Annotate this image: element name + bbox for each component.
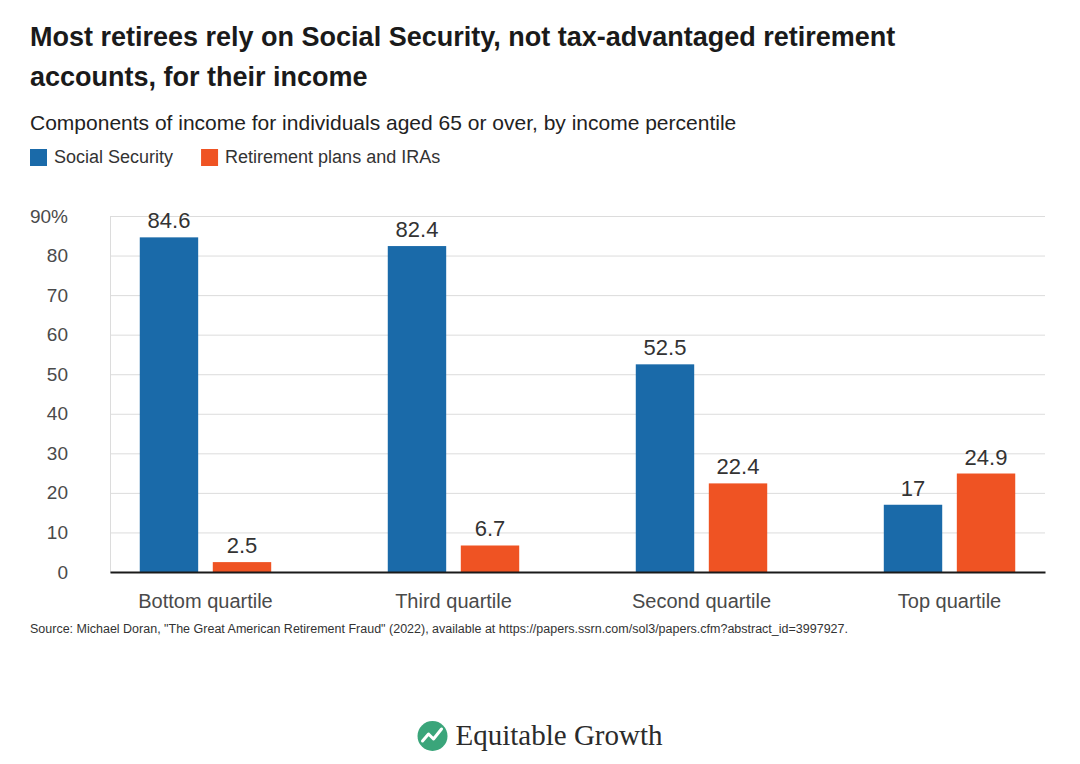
x-tick-label: Top quartile	[898, 590, 1001, 612]
x-tick: Top quartile	[898, 590, 1001, 612]
bar	[388, 246, 446, 572]
grid-line	[110, 256, 1045, 257]
branding: Equitable Growth	[418, 719, 663, 751]
logo-icon-line	[423, 729, 442, 741]
y-tick-label: 20	[47, 482, 68, 503]
bar	[461, 545, 519, 572]
x-axis-line	[111, 572, 1046, 574]
legend-label: Retirement plans and IRAs	[225, 147, 440, 167]
x-tick: Bottom quartile	[138, 590, 273, 612]
y-axis: 0 10 20 30 40 50 60 70 80 90%	[30, 206, 1045, 583]
source: Source: Michael Doran, "The Great Americ…	[30, 622, 848, 636]
y-tick-label: 70	[47, 285, 68, 306]
bar	[636, 364, 694, 572]
bar	[213, 562, 271, 572]
data-label: 2.5	[227, 533, 258, 558]
grid-line	[110, 335, 1045, 336]
title: accounts, for their income	[30, 62, 368, 92]
logo-icon	[418, 721, 448, 751]
title: Most retirees rely on Social Security, n…	[30, 22, 895, 52]
data-label: 84.6	[148, 208, 191, 233]
grid-line	[110, 374, 1045, 375]
x-axis: Bottom quartile Third quartile Second quar…	[111, 573, 1046, 613]
bar	[140, 237, 198, 572]
bar	[884, 505, 942, 572]
data-label: 52.5	[644, 335, 687, 360]
data-label: 22.4	[717, 454, 760, 479]
y-tick-label: 30	[47, 443, 68, 464]
bar	[957, 474, 1015, 572]
y-tick-label: 90%	[30, 206, 68, 227]
y-tick-label: 80	[47, 245, 68, 266]
y-tick-label: 40	[47, 403, 68, 424]
legend-label: Social Security	[54, 147, 173, 167]
x-tick: Second quartile	[632, 590, 771, 612]
x-tick-label: Bottom quartile	[138, 590, 273, 612]
grid-line	[110, 295, 1045, 296]
x-tick-label: Third quartile	[395, 590, 512, 612]
y-axis-line	[110, 217, 111, 573]
bar	[709, 483, 767, 572]
chart-svg: Most retirees rely on Social Security, n…	[0, 0, 1080, 764]
data-label: 82.4	[396, 217, 439, 242]
branding-text: Equitable Growth	[456, 719, 663, 751]
y-tick-label: 50	[47, 364, 68, 385]
y-tick-label: 60	[47, 324, 68, 345]
grid-line	[110, 414, 1045, 415]
y-tick-label: 10	[47, 522, 68, 543]
data-label: 17	[901, 476, 925, 501]
subtitle: Components of income for individuals age…	[30, 111, 736, 134]
legend: Social Security Retirement plans and IRAs	[30, 147, 440, 167]
legend-swatch	[30, 149, 47, 166]
data-label: 6.7	[475, 516, 506, 541]
x-tick: Third quartile	[395, 590, 512, 612]
grid-line	[110, 216, 1045, 217]
data-label: 24.9	[965, 445, 1008, 470]
y-tick-label: 0	[57, 562, 68, 583]
legend-swatch	[201, 149, 218, 166]
data-labels: 84.6 82.4 52.5 17 2.5 6.7 22.4 24.9	[148, 208, 1008, 558]
grid-line	[110, 572, 1045, 573]
bars	[140, 237, 1015, 572]
grid-line	[110, 453, 1045, 454]
x-tick-label: Second quartile	[632, 590, 771, 612]
